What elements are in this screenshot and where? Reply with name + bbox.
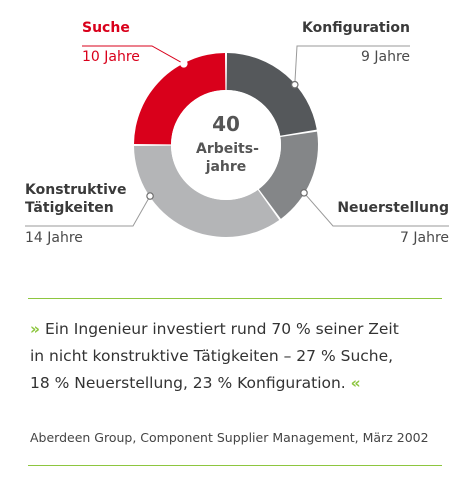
donut-slice-konfiguration: [226, 53, 317, 136]
center-unit-line-2: jahre: [205, 159, 247, 175]
leader-marker-2: [300, 189, 308, 197]
donut-slice-suche: [134, 53, 226, 145]
label-neuerstellung: Neuerstellung: [337, 200, 449, 216]
leader-lines: [25, 45, 449, 227]
donut-slice-konstruktive-tätigkeiten: [134, 145, 280, 237]
quote-line-2: in nicht konstruktive Tätigkeiten – 27 %…: [30, 347, 394, 365]
value-konstruktive-taetigkeiten: 14 Jahre: [25, 230, 83, 246]
divider-bottom: [28, 465, 442, 466]
value-konfiguration: 9 Jahre: [361, 49, 410, 65]
donut-center: [171, 90, 281, 200]
quote-close-marker: «: [350, 374, 361, 392]
center-total: 40: [212, 112, 240, 136]
leader-line-1: [294, 45, 410, 85]
donut-slice-neuerstellung: [258, 131, 318, 219]
leader-marker-0: [180, 60, 188, 68]
label-konstruktive-taetigkeiten: Konstruktive Tätigkeiten: [25, 181, 127, 217]
leader-line-0: [82, 45, 185, 65]
value-suche: 10 Jahre: [82, 49, 140, 65]
leader-marker-3: [146, 192, 154, 200]
label-konfiguration: Konfiguration: [302, 20, 410, 36]
quote-line-1: Ein Ingenieur investiert rund 70 % seine…: [44, 320, 399, 338]
leader-line-2: [303, 192, 449, 227]
leader-marker-1: [290, 80, 299, 89]
center-unit: Arbeits- jahre: [196, 140, 259, 176]
quote-line-3: 18 % Neuerstellung, 23 % Konfiguration.: [30, 374, 346, 392]
label-suche: Suche: [82, 20, 130, 36]
source-citation: Aberdeen Group, Component Supplier Manag…: [30, 430, 429, 445]
value-neuerstellung: 7 Jahre: [400, 230, 449, 246]
center-unit-line-1: Arbeits-: [196, 141, 259, 157]
label-konstruktive-line-1: Konstruktive: [25, 182, 127, 198]
quote-open-marker: »: [30, 320, 41, 338]
divider-top: [28, 298, 442, 299]
donut-slices: [134, 53, 318, 237]
leader-line-3: [25, 195, 151, 227]
quote-block: » Ein Ingenieur investiert rund 70 % sei…: [30, 316, 450, 397]
label-konstruktive-line-2: Tätigkeiten: [25, 200, 114, 216]
